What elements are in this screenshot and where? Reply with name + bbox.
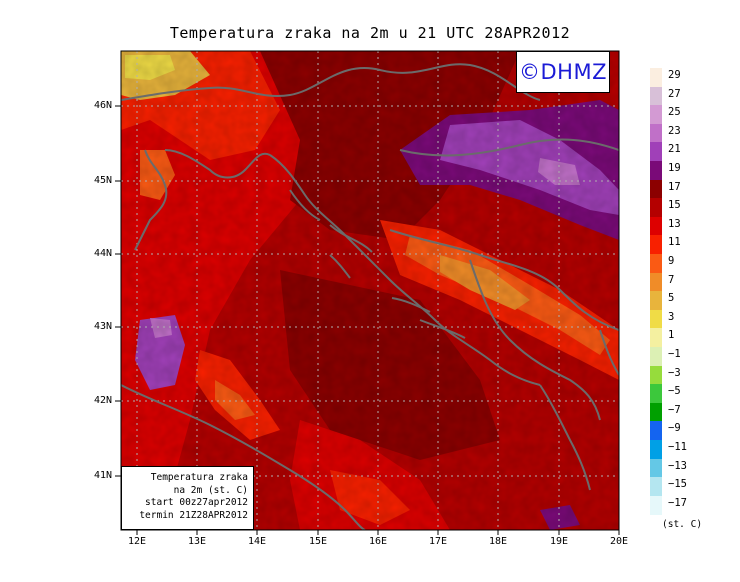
legend-swatch	[650, 421, 662, 441]
legend-swatch	[650, 123, 662, 143]
coastlines	[121, 63, 619, 530]
lat-tick-45n: 45N	[93, 175, 112, 186]
lat-lon-grid	[121, 51, 619, 530]
legend-swatch	[650, 216, 662, 236]
lat-tick-46n: 46N	[93, 100, 112, 111]
legend-swatch	[650, 365, 662, 385]
legend-label: −11	[668, 441, 687, 453]
legend-label: −1	[668, 348, 681, 360]
legend-swatch	[650, 291, 662, 311]
legend-label: 7	[668, 273, 675, 286]
info-line-start: start 00z27apr2012	[145, 497, 248, 508]
legend-label: 3	[668, 310, 675, 323]
lat-tick-41n: 41N	[93, 470, 112, 481]
lon-tick-13e: 13E	[187, 536, 207, 547]
legend-label: 9	[668, 255, 675, 267]
legend-swatch	[650, 198, 662, 218]
info-box: Temperatura zraka na 2m (st. C) start 00…	[121, 466, 254, 530]
lat-tick-43n: 43N	[93, 321, 112, 332]
legend-label: 29	[668, 69, 681, 81]
lat-tick-44n: 44N	[93, 248, 112, 259]
info-line-level: na 2m (st. C)	[173, 484, 248, 496]
legend-swatch	[650, 347, 662, 367]
legend-label: 11	[668, 236, 681, 249]
legend-label: 5	[668, 292, 675, 305]
info-line-variable: Temperatura zraka	[150, 472, 248, 483]
legend-label: −9	[668, 422, 681, 435]
legend-label: 1	[668, 329, 675, 342]
legend-label: 13	[668, 217, 681, 230]
lon-tick-18e: 18E	[488, 536, 508, 547]
legend-swatch	[650, 235, 662, 255]
legend-label: 15	[668, 199, 681, 212]
legend-swatch	[650, 86, 662, 106]
lat-tick-42n: 42N	[93, 395, 112, 406]
legend-label: 25	[668, 106, 681, 119]
legend-label: −13	[668, 459, 687, 472]
legend-label: −15	[668, 478, 687, 491]
legend-label: 27	[668, 87, 681, 100]
dhmz-logo: ©DHMZ	[516, 51, 610, 93]
legend-swatch	[650, 384, 662, 404]
legend-label: 19	[668, 162, 681, 174]
legend-swatch	[650, 477, 662, 497]
legend-swatch	[650, 161, 662, 181]
legend-label: −3	[668, 366, 681, 379]
legend-swatch	[650, 142, 662, 162]
legend-swatch	[650, 495, 662, 515]
temperature-field	[121, 51, 619, 530]
lon-tick-16e: 16E	[368, 536, 388, 547]
lon-tick-17e: 17E	[428, 536, 448, 547]
legend-swatch	[650, 254, 662, 274]
lon-tick-15e: 15E	[308, 536, 328, 547]
legend-swatch	[650, 458, 662, 478]
legend-swatch	[650, 68, 662, 88]
legend-label: −17	[668, 496, 687, 509]
info-line-termin: termin 21Z28APR2012	[139, 509, 248, 521]
legend-label: 21	[668, 143, 681, 156]
legend-swatch	[650, 179, 662, 199]
lon-tick-12e: 12E	[127, 536, 147, 547]
legend-swatch	[650, 272, 662, 292]
lon-tick-20e: 20E	[609, 536, 629, 547]
map-frame	[120, 50, 620, 531]
legend-label: −7	[668, 403, 681, 416]
legend-swatch	[650, 440, 662, 460]
lon-tick-19e: 19E	[549, 536, 569, 547]
legend-label: 17	[668, 180, 681, 193]
map-title: Temperatura zraka na 2m u 21 UTC 28APR20…	[169, 24, 571, 42]
legend-swatch	[650, 328, 662, 348]
legend-swatch	[650, 309, 662, 329]
legend-label: −5	[668, 385, 681, 398]
legend-swatch	[650, 402, 662, 422]
legend-label: 23	[668, 124, 681, 137]
legend-units: (st. C)	[662, 519, 703, 530]
legend-swatch	[650, 105, 662, 125]
lon-tick-14e: 14E	[247, 536, 267, 547]
